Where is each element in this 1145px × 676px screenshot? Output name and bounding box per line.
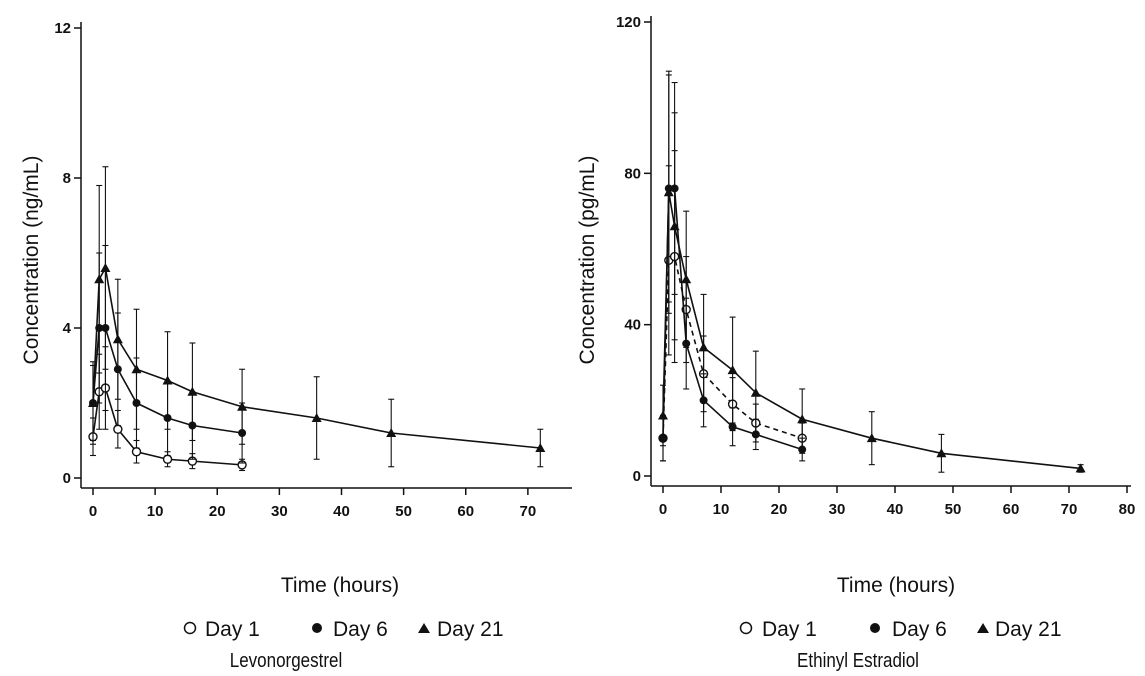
x-tick-label: 20 [771,501,788,518]
data-point-day-21 [100,263,111,272]
y-tick-label: 12 [54,20,71,37]
x-tick-label: 0 [89,503,97,520]
legend-label-day-21: Day 21 [437,618,504,641]
data-point-day-21 [162,375,173,385]
data-point-day-21 [658,410,668,420]
legend-label-day-21: Day 21 [995,618,1062,641]
data-point-day-1 [162,454,173,464]
legend-marker-day-1 [183,621,197,635]
data-point-day-21 [698,342,709,352]
legend-marker-day-21 [418,623,430,633]
legend: Day 1 Day 6 Day 21 [183,618,504,641]
x-tick-label: 50 [945,501,962,518]
legend-marker-day-6 [312,623,322,633]
y-tick-label: 4 [63,320,72,337]
x-tick-label: 70 [1061,501,1078,518]
x-axis-label: Time (hours) [281,574,399,597]
data-point-day-21 [797,414,808,424]
ethinyl-estradiol-chart: 0 10 20 30 40 50 60 70 80 0 40 80 120 Time (hours) C… [576,14,1135,641]
y-tick-label: 8 [63,170,71,187]
x-tick-label: 60 [457,503,474,520]
x-tick-label: 0 [659,501,667,518]
x-tick-label: 80 [1119,501,1136,518]
y-tick-label: 0 [63,470,71,487]
data-point-day-21 [1075,463,1086,473]
legend-label-day-6: Day 6 [892,618,947,641]
data-point-day-21 [727,365,738,375]
data-point-day-21 [663,187,674,197]
x-tick-label: 10 [147,503,164,520]
x-tick-label: 50 [395,503,412,520]
levonorgestrel-plot-area: 0102030405060708004812 [54,20,598,520]
data-point-day-21 [681,274,692,284]
y-axis-label: Concentration (pg/mL) [576,156,599,365]
data-point-day-1 [113,424,123,434]
x-tick-label: 30 [829,501,846,518]
legend-marker-day-6 [870,623,880,633]
legend-marker-day-21 [977,623,989,633]
x-tick-label: 20 [209,503,226,520]
data-point-day-21 [88,398,98,407]
x-tick-label: 60 [1003,501,1020,518]
data-point-day-21 [187,386,198,396]
chart-caption: Ethinyl Estradiol [797,650,919,672]
data-point-day-21 [535,443,546,452]
y-tick-label: 80 [624,165,641,182]
data-point-day-21 [237,401,248,411]
data-point-day-21 [750,387,761,397]
data-point-day-21 [94,274,105,284]
x-tick-label: 70 [520,503,537,520]
legend-label-day-1: Day 1 [762,618,817,641]
data-point-day-21 [131,364,142,374]
levonorgestrel-chart: 0102030405060708004812 Time (hours) Conc… [20,20,598,641]
x-tick-label: 30 [271,503,288,520]
x-tick-label: 40 [887,501,904,518]
data-point-day-1 [131,447,142,457]
series-line-day-1 [662,255,803,439]
x-axis-label: Time (hours) [837,574,955,597]
data-point-day-21 [866,433,877,443]
data-point-day-21 [669,221,680,231]
data-point-day-21 [936,448,947,458]
legend-marker-day-1 [739,621,753,635]
x-tick-label: 40 [333,503,350,520]
data-point-day-6 [728,422,737,431]
x-tick-label: 10 [713,501,730,518]
chart-caption: Levonorgestrel [229,650,343,672]
legend-label-day-1: Day 1 [205,618,260,641]
ethinyl-estradiol-plot-area: 0 10 20 30 40 50 60 70 80 0 40 80 120 [616,14,1135,518]
data-point-day-21 [386,428,397,437]
data-point-day-21 [311,413,322,422]
y-tick-label: 120 [616,14,641,31]
ethinyl-estradiol-chart-panel: 0 10 20 30 40 50 60 70 80 0 40 80 120 Time (hours) C… [572,0,1144,671]
legend-label-day-6: Day 6 [333,618,388,641]
data-point-day-21 [112,334,123,344]
y-axis-label: Concentration (ng/mL) [20,156,43,365]
y-tick-label: 0 [633,468,641,485]
levonorgestrel-chart-panel: 0102030405060708004812 Time (hours) Conc… [0,0,598,672]
legend: Day 1 Day 6 Day 21 [739,618,1062,641]
y-tick-label: 40 [624,317,641,334]
